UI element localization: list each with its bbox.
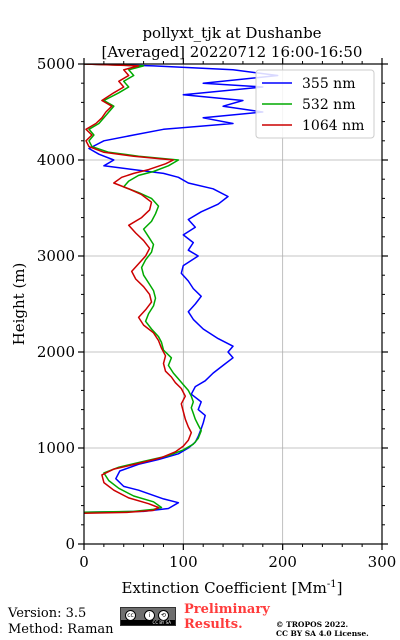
copyright-line1: © TROPOS 2022. [276, 620, 349, 629]
copyright-line2: CC BY SA 4.0 License. [276, 629, 369, 638]
cc-license-badge: cc i ⟲ CC BY SA [120, 607, 176, 626]
license-badge-text: CC BY SA [121, 620, 175, 625]
method-text: Method: Raman [8, 622, 114, 637]
y-tick-label: 5000 [37, 55, 75, 73]
legend-box [255, 69, 375, 139]
x-tick-label: 200 [268, 553, 297, 571]
legend-label: 1064 nm [302, 118, 364, 134]
series-line-532-nm [84, 64, 202, 514]
y-tick-label: 4000 [37, 151, 75, 169]
y-tick-label: 2000 [37, 343, 75, 361]
copyright: © TROPOS 2022. CC BY SA 4.0 License. [276, 620, 369, 638]
legend-label: 355 nm [302, 76, 355, 92]
y-axis-label: Height (m) [10, 263, 28, 346]
legend-label: 532 nm [302, 97, 355, 113]
x-tick-label: 100 [169, 553, 198, 571]
version-info: Version: 3.5 Method: Raman [8, 606, 114, 638]
preliminary-results: Preliminary Results. [184, 602, 270, 632]
grid [84, 64, 382, 544]
chart-title-line1: pollyxt_tjk at Dushanbe [142, 24, 321, 42]
x-axis-label-end: ] [337, 579, 343, 597]
preliminary-line2: Results. [184, 617, 243, 632]
chart: pollyxt_tjk at Dushanbe [Averaged] 20220… [10, 24, 397, 597]
plot-frame [83, 63, 383, 545]
series-group [84, 64, 279, 515]
y-tick-label: 1000 [37, 439, 75, 457]
legend-items: 355 nm 532 nm 1064 nm [262, 76, 364, 134]
x-tick-label: 0 [79, 553, 89, 571]
chart-title-line2: [Averaged] 20220712 16:00-16:50 [102, 43, 363, 61]
legend: 355 nm 532 nm 1064 nm [255, 69, 375, 139]
x-axis-label-sup: -1 [327, 579, 337, 590]
x-axis-label: Extinction Coefficient [Mm-1] [122, 579, 343, 597]
y-tick-label: 0 [65, 535, 75, 553]
y-tick-label: 3000 [37, 247, 75, 265]
x-axis-label-main: Extinction Coefficient [Mm [122, 579, 327, 597]
x-tick-label: 300 [368, 553, 397, 571]
preliminary-line1: Preliminary [184, 602, 270, 617]
series-line-355-nm [84, 64, 279, 514]
series-line-1064-nm [84, 64, 193, 515]
version-text: Version: 3.5 [8, 606, 87, 621]
